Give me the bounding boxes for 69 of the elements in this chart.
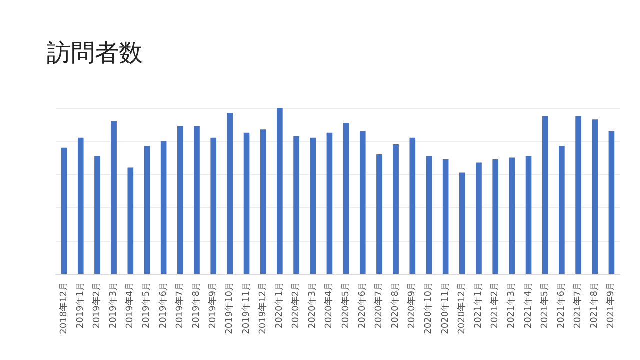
x-tick-label: 2021年2月: [490, 282, 501, 329]
bar: [277, 108, 283, 274]
x-tick-label: 2021年6月: [556, 282, 567, 329]
x-tick-label: 2020年4月: [324, 282, 335, 329]
bar: [410, 138, 416, 274]
x-tick-label: 2021年5月: [539, 282, 550, 329]
x-tick-label: 2021年8月: [589, 282, 600, 329]
bar: [608, 131, 615, 274]
bar: [542, 116, 548, 274]
x-tick-label: 2020年10月: [423, 282, 434, 334]
bar: [178, 126, 184, 274]
bar: [94, 156, 100, 274]
x-tick-label: 2021年9月: [606, 282, 617, 329]
bar: [260, 130, 266, 274]
x-tick-label: 2019年2月: [91, 282, 102, 329]
bar: [111, 121, 117, 274]
x-tick-label: 2021年3月: [506, 282, 518, 329]
bar: [61, 148, 68, 274]
bar: [227, 112, 234, 274]
x-tick-label: 2020年1月: [274, 282, 285, 329]
bar: [592, 120, 598, 274]
bar: [476, 162, 482, 274]
bar: [128, 168, 134, 274]
x-tick-label: 2020年11月: [440, 282, 451, 334]
bar: [343, 122, 350, 274]
x-tick-label: 2019年10月: [224, 282, 236, 334]
bar: [294, 136, 300, 274]
bar: [360, 131, 366, 274]
x-tick-label: 2020年12月: [456, 282, 468, 334]
bar: [559, 146, 565, 274]
x-tick-label: 2020年8月: [390, 282, 402, 329]
x-tick-label: 2021年4月: [522, 282, 534, 329]
x-tick-label: 2020年6月: [356, 282, 368, 329]
bar: [576, 116, 582, 274]
bar: [509, 158, 516, 274]
x-tick-label: 2019年11月: [240, 282, 252, 334]
x-tick-label: 2019年4月: [124, 282, 136, 329]
bar: [492, 159, 498, 274]
bar: [442, 159, 449, 274]
bar: [426, 156, 432, 274]
x-tick-label: 2019年12月: [257, 282, 268, 334]
x-tick-label: 2021年7月: [572, 282, 584, 329]
bar: [210, 138, 216, 274]
x-tick-label: 2019年7月: [174, 282, 186, 329]
x-tick-label: 2021年1月: [473, 282, 484, 329]
x-tick-label: 2020年5月: [340, 282, 352, 329]
bar: [78, 138, 84, 274]
x-tick-label: 2020年9月: [406, 282, 418, 329]
x-tick-label: 2019年8月: [191, 282, 202, 329]
bar: [244, 132, 250, 274]
x-tick-label: 2020年2月: [290, 282, 302, 329]
x-tick-label: 2020年7月: [373, 282, 384, 329]
x-tick-label: 2019年5月: [141, 282, 152, 329]
bar: [460, 172, 466, 274]
bar: [376, 154, 382, 274]
bar: [194, 126, 200, 274]
bar: [310, 138, 316, 274]
x-tick-label: 2020年3月: [307, 282, 318, 329]
x-tick-label: 2019年6月: [158, 282, 169, 329]
x-tick-label: 2019年9月: [208, 282, 219, 329]
bar: [144, 146, 150, 274]
bar: [326, 132, 333, 274]
bar: [526, 156, 532, 274]
bar: [393, 144, 399, 274]
chart-title: 訪問者数: [47, 39, 143, 67]
x-tick-label: 2018年12月: [58, 282, 70, 334]
x-tick-label: 2019年1月: [74, 282, 86, 329]
x-tick-label: 2019年3月: [108, 282, 120, 329]
bar: [160, 141, 167, 274]
